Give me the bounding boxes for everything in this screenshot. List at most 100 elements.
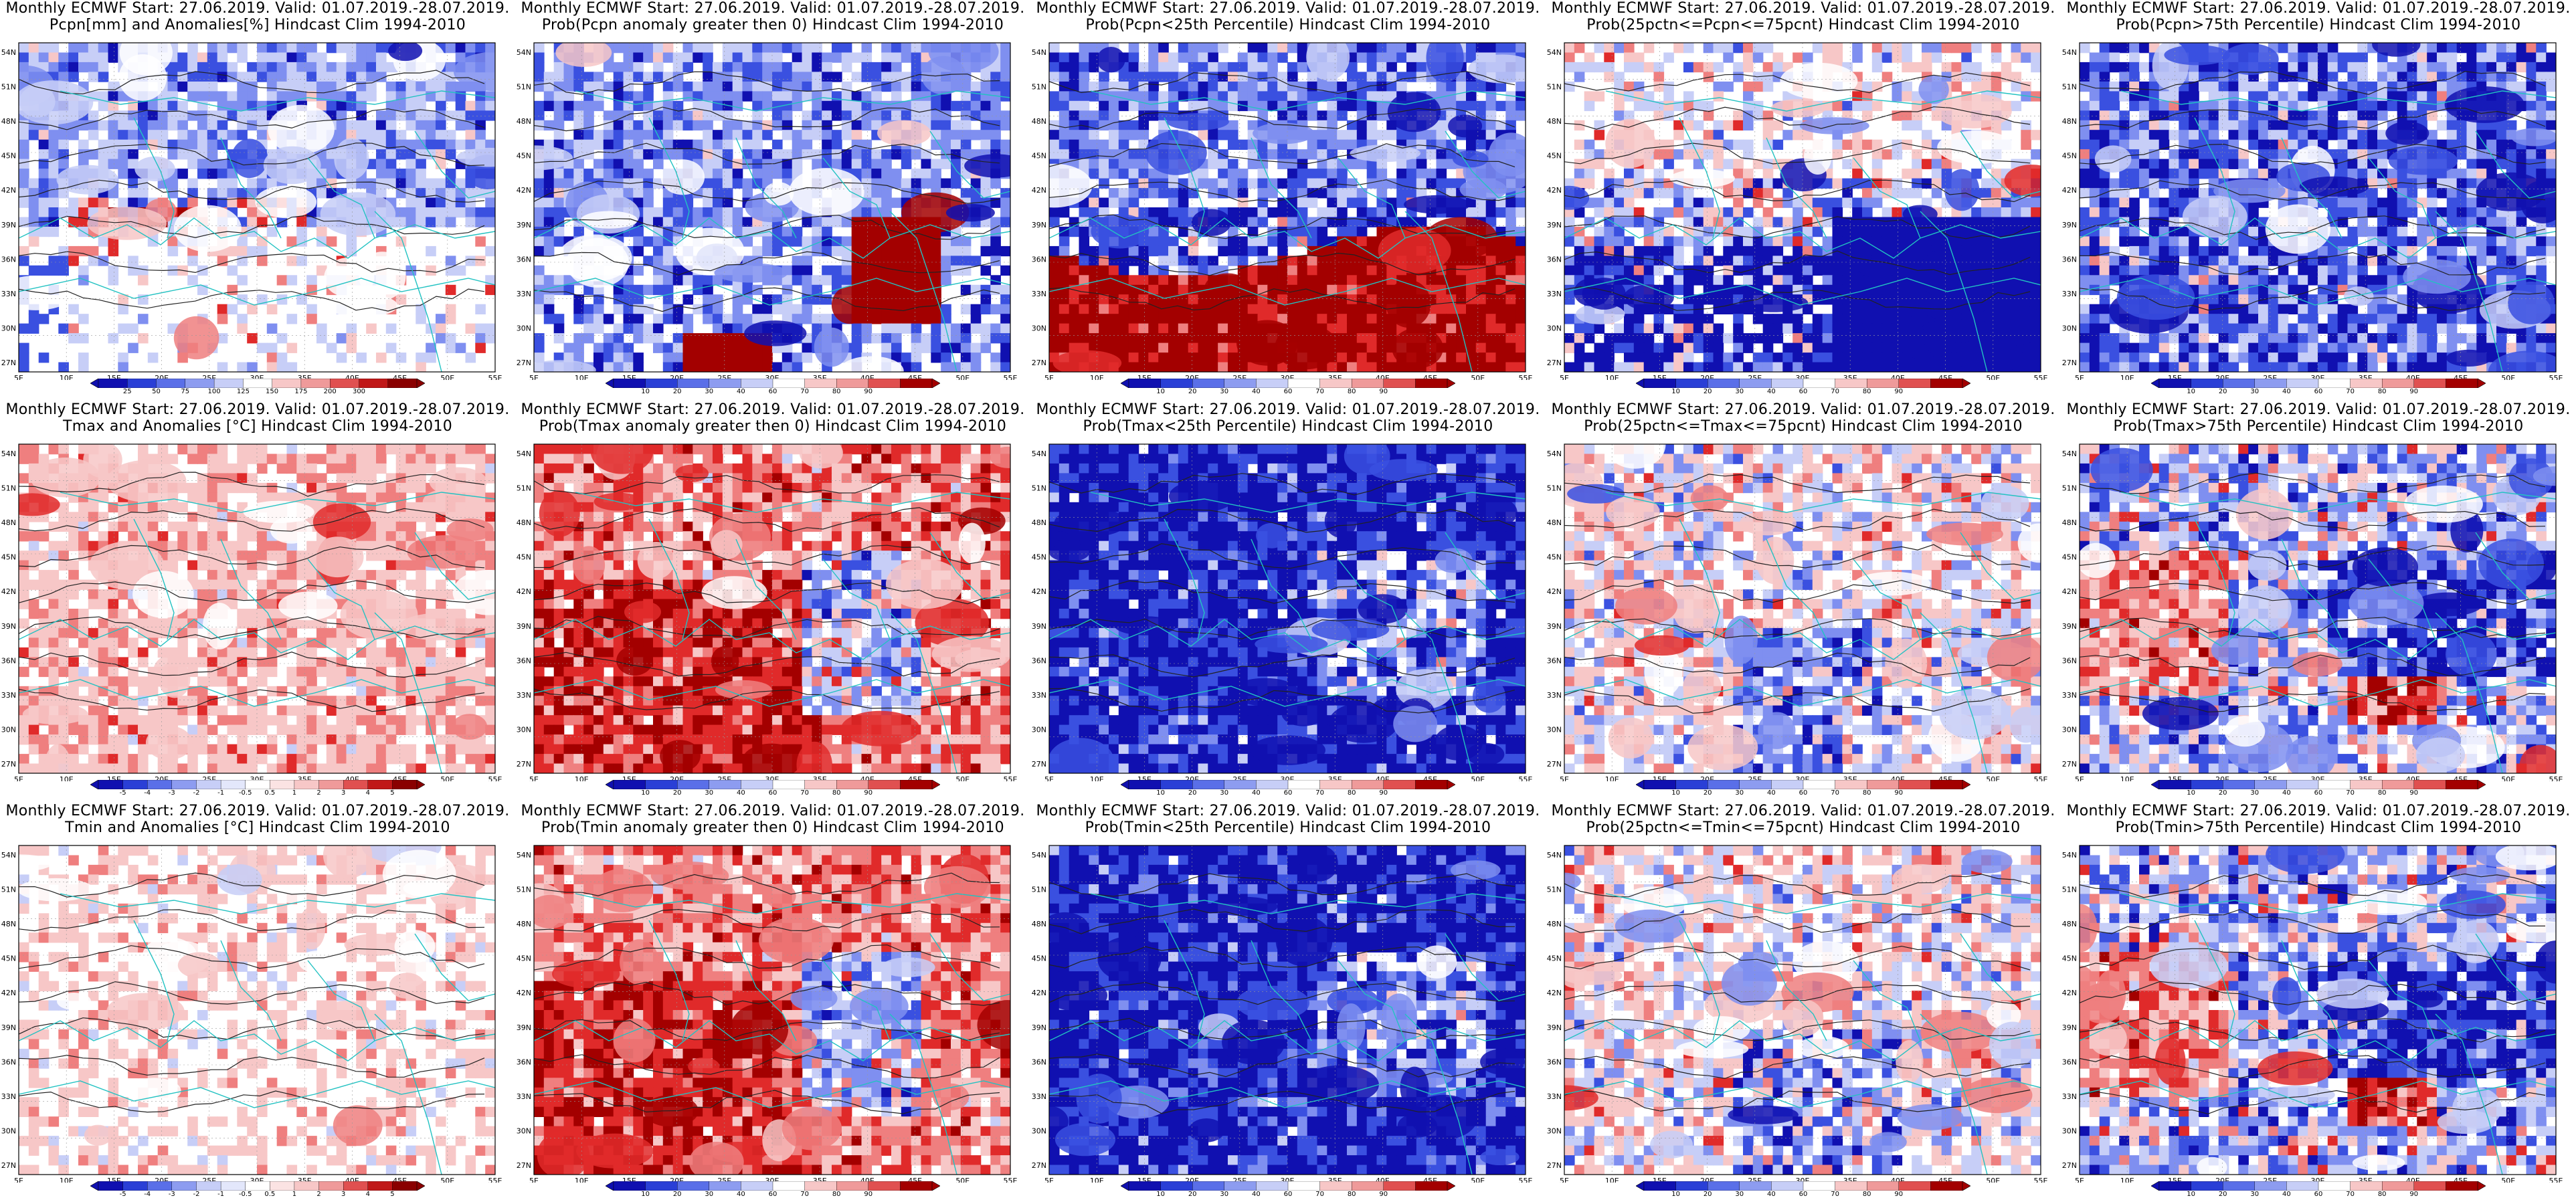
lat-label: 30N (2062, 725, 2077, 734)
colorbar (1636, 1181, 1970, 1191)
lat-label: 36N (517, 1058, 531, 1066)
lon-label: 35E (1843, 775, 1857, 781)
lat-label: 42N (1, 989, 16, 997)
colorbar-tick-label: 30 (2250, 1191, 2259, 1198)
lat-label: 54N (1032, 48, 1046, 57)
colorbar-tick-label: 10 (1671, 388, 1680, 395)
lon-label: 45E (1938, 775, 1952, 781)
colorbar-tick-label: 80 (1863, 1191, 1871, 1198)
colorbar-tick-label: 10 (1671, 1191, 1680, 1198)
lon-label: 40E (1891, 1177, 1905, 1183)
lat-label: 42N (517, 587, 531, 596)
colorbar-ticks: 10 20 30 40 60 70 80 90 (1636, 388, 1970, 399)
forecast-map: 54N 51N 48N 45N 42N 39N 36N 33N 30N 27N 5E 10E 15E 20… (517, 443, 1018, 781)
colorbar (90, 1181, 425, 1191)
lat-label: 30N (1547, 324, 1562, 332)
colorbar-ticks: 10 20 30 40 60 70 80 90 (2151, 388, 2486, 399)
lat-label: 45N (1, 955, 16, 963)
map-panel: Monthly ECMWF Start: 27.06.2019. Valid: … (1030, 803, 1546, 1204)
panel-title-line1: Monthly ECMWF Start: 27.06.2019. Valid: … (1030, 803, 1546, 819)
lon-label: 10E (1090, 775, 1104, 781)
map-panel: Monthly ECMWF Start: 27.06.2019. Valid: … (2061, 0, 2576, 401)
map-field (19, 845, 495, 1175)
lon-label: 35E (813, 775, 827, 781)
lat-label: 30N (1032, 725, 1046, 734)
colorbar-tick-label: 80 (1863, 388, 1871, 395)
lat-label: 54N (2062, 449, 2077, 458)
lat-label: 27N (1032, 1161, 1046, 1170)
map-field (1049, 43, 1526, 372)
lon-label: 20E (2215, 775, 2229, 781)
panel-title-line2: Tmax and Anomalies [°C] Hindcast Clim 19… (0, 418, 515, 435)
colorbar-tick-label: 40 (1252, 388, 1261, 395)
colorbar-tick-label: 60 (2314, 789, 2323, 797)
lat-label: 48N (1547, 117, 1562, 126)
colorbar-tick-label: 10 (1156, 789, 1165, 797)
lon-label: 50E (955, 1177, 970, 1183)
lon-label: 35E (1328, 1177, 1342, 1183)
colorbar-tick-label: 10 (641, 388, 650, 395)
colorbar-tick-label: 10 (2187, 388, 2195, 395)
lat-label: 30N (517, 725, 531, 734)
colorbar-tick-label: 1 (292, 1191, 296, 1198)
lon-label: 5E (1560, 374, 1569, 380)
lon-label: 15E (2168, 775, 2182, 781)
lat-label: 54N (1547, 48, 1562, 57)
lon-label: 35E (1843, 1177, 1857, 1183)
forecast-map: 54N 51N 48N 45N 42N 39N 36N 33N 30N 27N 5E 10E 15E 20… (1032, 42, 1533, 380)
lat-label: 36N (2062, 1058, 2077, 1066)
panel-title-line1: Monthly ECMWF Start: 27.06.2019. Valid: … (515, 803, 1030, 819)
lat-label: 45N (1032, 955, 1046, 963)
panel-title: Monthly ECMWF Start: 27.06.2019. Valid: … (2061, 803, 2576, 836)
lat-label: 45N (2062, 152, 2077, 161)
map-field (2080, 444, 2556, 773)
colorbar-tick-label: 70 (800, 388, 809, 395)
lon-label: 55E (2549, 775, 2563, 781)
map-panel: Monthly ECMWF Start: 27.06.2019. Valid: … (515, 0, 1030, 401)
lat-label: 42N (2062, 587, 2077, 596)
colorbar-tick-label: 60 (1284, 1191, 1293, 1198)
lat-label: 45N (2062, 553, 2077, 562)
panel-title-line1: Monthly ECMWF Start: 27.06.2019. Valid: … (515, 0, 1030, 17)
colorbar-ticks: -5 -4 -3 -2 -1 -0.5 0.5 1 2 3 4 5 (90, 789, 425, 800)
lon-label: 20E (2215, 374, 2229, 380)
panel-title: Monthly ECMWF Start: 27.06.2019. Valid: … (2061, 401, 2576, 435)
lon-label: 45E (1938, 374, 1952, 380)
colorbar-tick-label: 10 (2187, 1191, 2195, 1198)
lon-label: 50E (1986, 775, 2000, 781)
lon-label: 55E (1519, 775, 1533, 781)
lat-label: 42N (1, 186, 16, 195)
lon-label: 30E (1796, 374, 1810, 380)
colorbar-tick-label: 90 (1379, 1191, 1388, 1198)
colorbar-tick-label: 80 (1863, 789, 1871, 797)
lon-label: 45E (393, 775, 407, 781)
lon-label: 55E (1519, 1177, 1533, 1183)
lon-label: 40E (860, 374, 875, 380)
lat-label: 42N (517, 186, 531, 195)
lat-label: 27N (1, 1161, 16, 1170)
colorbar-tick-label: 90 (2409, 789, 2418, 797)
colorbar-tick-label: 300 (353, 388, 365, 395)
colorbar-tick-label: -5 (120, 1191, 126, 1198)
lat-label: 54N (517, 449, 531, 458)
lon-label: 10E (60, 775, 74, 781)
colorbar (1121, 379, 1455, 388)
lat-label: 45N (517, 152, 531, 161)
lon-label: 30E (1281, 775, 1295, 781)
lat-label: 45N (1547, 152, 1562, 161)
lat-label: 30N (1, 725, 16, 734)
lon-label: 25E (202, 374, 216, 380)
map-panel: Monthly ECMWF Start: 27.06.2019. Valid: … (1546, 803, 2061, 1204)
lon-label: 45E (1423, 1177, 1437, 1183)
panel-title-line1: Monthly ECMWF Start: 27.06.2019. Valid: … (1546, 0, 2061, 17)
lon-label: 55E (2034, 374, 2048, 380)
colorbar-tick-label: 5 (390, 789, 394, 797)
colorbar-tick-label: 80 (832, 1191, 841, 1198)
lon-label: 10E (2120, 1177, 2134, 1183)
lon-label: 35E (298, 374, 312, 380)
lat-label: 54N (517, 48, 531, 57)
lat-label: 36N (1032, 1058, 1046, 1066)
panel-title-line2: Prob(Tmin<25th Percentile) Hindcast Clim… (1030, 819, 1546, 836)
lon-label: 5E (529, 374, 539, 380)
lat-label: 27N (1032, 760, 1046, 769)
